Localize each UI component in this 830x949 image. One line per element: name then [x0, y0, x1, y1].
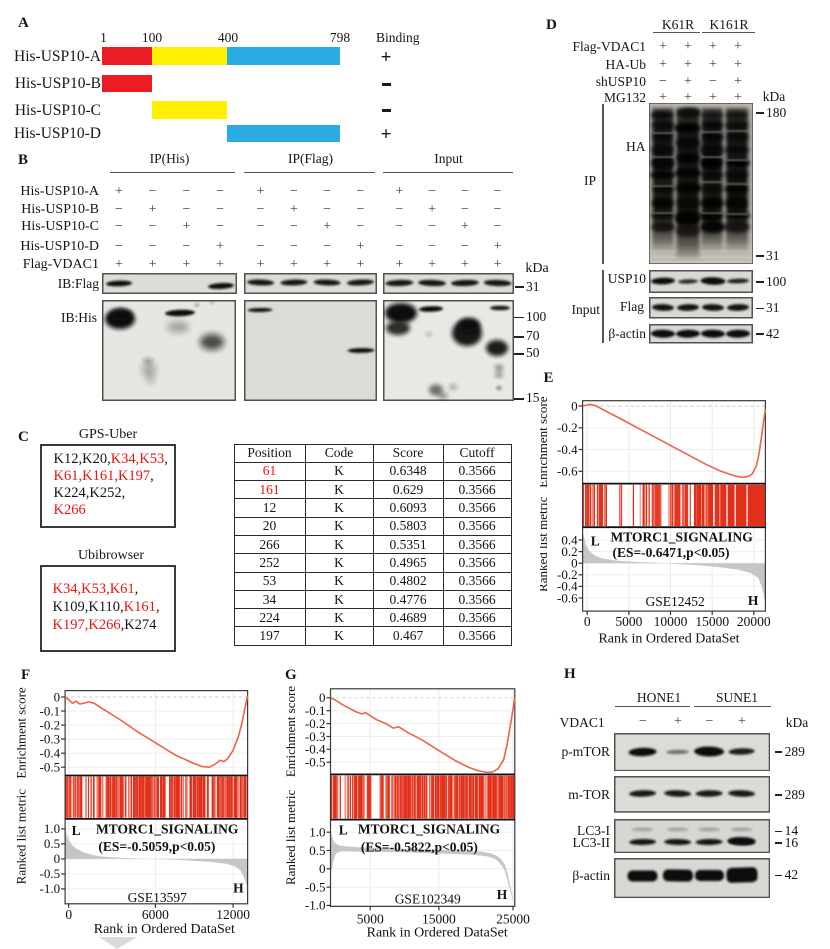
- svg-text:25000: 25000: [496, 911, 530, 926]
- svg-text:-0.5: -0.5: [305, 755, 326, 770]
- svg-text:1.0: 1.0: [44, 821, 60, 836]
- svg-text:-0.5: -0.5: [40, 760, 61, 775]
- svg-text:H: H: [748, 593, 759, 608]
- svg-text:-0.5: -0.5: [40, 866, 61, 881]
- svg-text:-1.0: -1.0: [305, 898, 326, 913]
- svg-text:0: 0: [65, 907, 72, 922]
- svg-text:-0.6: -0.6: [557, 464, 578, 479]
- svg-text:12000: 12000: [216, 907, 250, 922]
- svg-text:Enrichment score: Enrichment score: [540, 396, 550, 488]
- svg-text:1.0: 1.0: [309, 825, 325, 840]
- svg-text:MTORC1_SIGNALING: MTORC1_SIGNALING: [96, 821, 239, 836]
- svg-text:H: H: [497, 887, 508, 902]
- svg-text:H: H: [233, 881, 244, 896]
- svg-text:Enrichment score: Enrichment score: [15, 687, 28, 779]
- svg-text:Enrichment score: Enrichment score: [283, 686, 298, 778]
- svg-text:Ranked list metric: Ranked list metric: [540, 496, 550, 592]
- svg-text:0.2: 0.2: [561, 544, 577, 559]
- svg-text:Rank in Ordered DataSet: Rank in Ordered DataSet: [367, 925, 508, 940]
- svg-text:-0.1: -0.1: [40, 703, 61, 718]
- svg-text:Rank in Ordered DataSet: Rank in Ordered DataSet: [598, 632, 739, 647]
- svg-text:5000: 5000: [615, 614, 642, 629]
- svg-text:15000: 15000: [422, 911, 456, 926]
- svg-text:-0.5: -0.5: [305, 879, 326, 894]
- svg-text:-0.4: -0.4: [40, 746, 61, 761]
- svg-text:6000: 6000: [142, 907, 169, 922]
- svg-text:-0.2: -0.2: [557, 420, 578, 435]
- svg-text:15000: 15000: [695, 614, 729, 629]
- svg-text:10000: 10000: [654, 614, 688, 629]
- svg-text:L: L: [339, 823, 348, 838]
- svg-text:(ES=-0.5822,p<0.05): (ES=-0.5822,p<0.05): [361, 840, 478, 855]
- svg-text:L: L: [591, 534, 600, 549]
- svg-text:(ES=-0.6471,p<0.05): (ES=-0.6471,p<0.05): [612, 545, 729, 560]
- svg-text:MTORC1_SIGNALING: MTORC1_SIGNALING: [358, 821, 501, 836]
- svg-text:-1.0: -1.0: [40, 881, 61, 896]
- svg-text:L: L: [72, 823, 81, 838]
- svg-text:-0.3: -0.3: [305, 729, 326, 744]
- svg-text:-0.2: -0.2: [557, 567, 578, 582]
- svg-text:0: 0: [571, 398, 578, 413]
- svg-text:0: 0: [54, 851, 61, 866]
- svg-text:Ranked list metric: Ranked list metric: [283, 790, 298, 886]
- svg-text:(ES=-0.5059,p<0.05): (ES=-0.5059,p<0.05): [98, 839, 215, 854]
- svg-text:0.5: 0.5: [309, 843, 325, 858]
- svg-text:0: 0: [319, 690, 326, 705]
- svg-text:-0.4: -0.4: [557, 442, 578, 457]
- svg-text:Rank in Ordered DataSet: Rank in Ordered DataSet: [94, 922, 235, 937]
- svg-text:-0.3: -0.3: [40, 731, 61, 746]
- svg-text:GSE13597: GSE13597: [128, 890, 188, 905]
- svg-text:-0.4: -0.4: [557, 579, 578, 594]
- svg-text:-0.2: -0.2: [40, 717, 61, 732]
- svg-text:-0.4: -0.4: [305, 742, 326, 757]
- svg-text:-0.1: -0.1: [305, 703, 326, 718]
- svg-text:-0.2: -0.2: [305, 716, 326, 731]
- svg-text:0: 0: [54, 689, 61, 704]
- svg-text:0: 0: [319, 861, 326, 876]
- svg-text:Ranked list metric: Ranked list metric: [15, 789, 28, 885]
- svg-text:5000: 5000: [357, 911, 384, 926]
- svg-text:GSE12452: GSE12452: [645, 594, 704, 609]
- svg-text:0.5: 0.5: [44, 836, 60, 851]
- svg-text:0.4: 0.4: [561, 532, 578, 547]
- svg-text:0: 0: [571, 556, 578, 571]
- svg-text:-0.6: -0.6: [557, 590, 578, 605]
- svg-text:MTORC1_SIGNALING: MTORC1_SIGNALING: [610, 530, 753, 545]
- svg-text:0: 0: [584, 614, 591, 629]
- svg-text:20000: 20000: [737, 614, 771, 629]
- svg-text:GSE102349: GSE102349: [395, 892, 461, 907]
